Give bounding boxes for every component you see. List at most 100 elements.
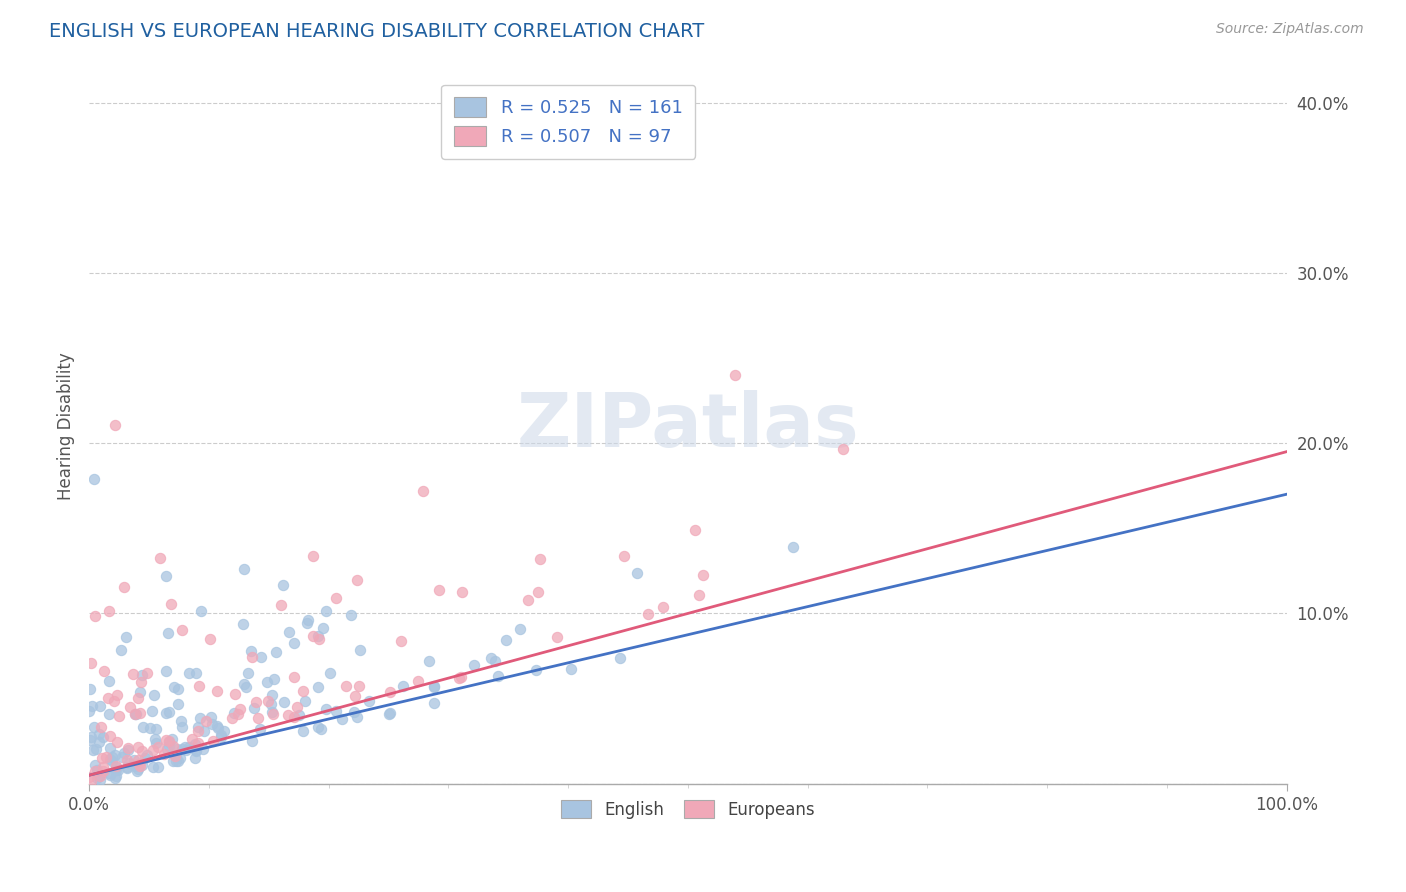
Point — [200, 710, 222, 724]
Point — [98, 706, 121, 721]
Point — [82, 699, 104, 714]
Point — [148, 739, 170, 754]
Point — [224, 687, 246, 701]
Point — [184, 737, 207, 751]
Point — [207, 721, 229, 735]
Point — [207, 719, 229, 733]
Point — [148, 551, 170, 566]
Point — [77, 770, 100, 784]
Point — [165, 754, 187, 768]
Point — [132, 720, 155, 734]
Point — [107, 764, 129, 778]
Point — [451, 585, 474, 599]
Point — [200, 632, 222, 647]
Point — [277, 624, 299, 639]
Point — [91, 760, 114, 774]
Point — [145, 736, 167, 750]
Point — [249, 650, 271, 665]
Point — [264, 645, 287, 659]
Point — [152, 747, 174, 761]
Point — [831, 442, 853, 456]
Point — [166, 742, 188, 756]
Point — [122, 753, 145, 767]
Point — [104, 771, 127, 785]
Point — [260, 688, 283, 702]
Point — [125, 764, 148, 778]
Point — [98, 729, 121, 743]
Point — [262, 706, 284, 721]
Point — [307, 721, 329, 735]
Point — [162, 739, 184, 754]
Point — [495, 632, 517, 647]
Point — [412, 484, 434, 499]
Text: ENGLISH VS EUROPEAN HEARING DISABILITY CORRELATION CHART: ENGLISH VS EUROPEAN HEARING DISABILITY C… — [49, 22, 704, 41]
Point — [167, 754, 190, 768]
Point — [463, 657, 485, 672]
Point — [181, 731, 204, 746]
Point — [479, 650, 502, 665]
Point — [118, 756, 141, 771]
Point — [82, 743, 104, 757]
Point — [142, 743, 165, 757]
Point — [683, 523, 706, 537]
Point — [209, 731, 232, 745]
Point — [115, 760, 138, 774]
Point — [546, 630, 568, 644]
Point — [301, 629, 323, 643]
Point — [124, 706, 146, 721]
Point — [378, 685, 401, 699]
Point — [609, 651, 631, 665]
Point — [193, 741, 215, 756]
Point — [235, 680, 257, 694]
Point — [105, 688, 128, 702]
Point — [391, 634, 413, 648]
Point — [486, 668, 509, 682]
Point — [239, 644, 262, 658]
Point — [450, 670, 472, 684]
Point — [93, 664, 115, 678]
Point — [111, 749, 134, 764]
Point — [294, 694, 316, 708]
Point — [229, 702, 252, 716]
Point — [184, 665, 207, 680]
Point — [184, 743, 207, 757]
Point — [517, 593, 540, 607]
Point — [349, 642, 371, 657]
Point — [162, 754, 184, 768]
Point — [104, 747, 127, 762]
Point — [135, 748, 157, 763]
Point — [292, 723, 315, 738]
Point — [103, 694, 125, 708]
Point — [170, 714, 193, 728]
Point — [90, 751, 112, 765]
Point — [339, 608, 361, 623]
Point — [177, 666, 200, 681]
Point — [101, 754, 124, 768]
Point — [136, 666, 159, 681]
Point — [155, 706, 177, 721]
Point — [184, 751, 207, 765]
Point — [146, 760, 169, 774]
Text: ZIPatlas: ZIPatlas — [516, 390, 859, 463]
Point — [118, 700, 141, 714]
Point — [209, 728, 232, 742]
Point — [177, 740, 200, 755]
Point — [83, 471, 105, 485]
Point — [131, 758, 153, 772]
Point — [122, 667, 145, 681]
Point — [232, 677, 254, 691]
Point — [87, 727, 110, 741]
Point — [166, 697, 188, 711]
Point — [142, 689, 165, 703]
Point — [263, 672, 285, 686]
Point — [115, 761, 138, 775]
Point — [131, 668, 153, 682]
Point — [332, 712, 354, 726]
Point — [128, 758, 150, 772]
Point — [98, 752, 121, 766]
Point — [127, 740, 149, 755]
Point — [335, 679, 357, 693]
Point — [724, 368, 747, 383]
Point — [246, 711, 269, 725]
Point — [83, 720, 105, 734]
